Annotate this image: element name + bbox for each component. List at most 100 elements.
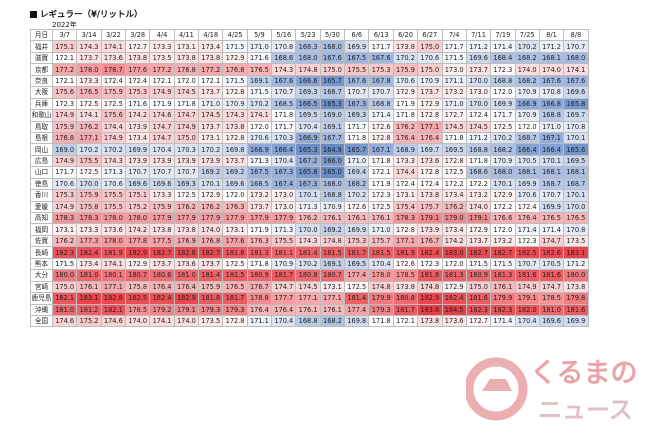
- prefecture-label: 滋賀: [30, 51, 53, 65]
- price-cell: 171.0: [246, 40, 273, 53]
- prefecture-label: 佐賀: [30, 234, 53, 248]
- price-cell: 169.9: [344, 223, 370, 236]
- price-cell: 170.7: [173, 166, 200, 179]
- price-cell: 170.0: [465, 97, 492, 111]
- price-cell: 169.3: [344, 109, 370, 122]
- price-cell: 168.3: [295, 40, 321, 53]
- price-cell: 173.8: [149, 223, 175, 236]
- price-cell: 170.6: [392, 74, 419, 88]
- price-cell: 175.9: [149, 200, 175, 214]
- price-cell: 170.8: [271, 40, 297, 53]
- price-cell: 167.6: [368, 51, 394, 65]
- price-cell: 174.9: [100, 131, 127, 145]
- price-cell: 165.6: [563, 143, 589, 156]
- price-cell: 176.2: [173, 200, 200, 214]
- date-header: 4/4: [149, 28, 175, 42]
- price-cell: 167.1: [368, 143, 394, 156]
- price-cell: 182.4: [441, 292, 467, 305]
- price-cell: 168.6: [271, 51, 297, 65]
- price-cell: 175.8: [76, 200, 102, 214]
- price-cell: 171.4: [490, 40, 516, 53]
- price-cell: 183.1: [76, 292, 102, 305]
- price-cell: 168.1: [514, 166, 540, 179]
- price-cell: 165.3: [319, 97, 346, 111]
- price-cell: 182.7: [465, 246, 492, 259]
- price-cell: 170.5: [538, 257, 565, 271]
- price-cell: 179.8: [563, 292, 589, 305]
- price-cell: 173.4: [441, 189, 467, 202]
- prefecture-label: 岡山: [30, 143, 53, 156]
- price-cell: 170.2: [100, 143, 127, 156]
- price-cell: 172.5: [344, 280, 370, 294]
- date-header: 5/16: [271, 28, 297, 42]
- price-cell: 170.4: [368, 257, 394, 271]
- price-cell: 169.9: [125, 143, 151, 156]
- price-cell: 178.0: [76, 63, 102, 76]
- price-cell: 171.1: [246, 314, 273, 328]
- price-cell: 170.9: [514, 109, 540, 122]
- price-cell: 174.7: [149, 120, 175, 133]
- table-row: 香川 175.3 175.9 175.5 175.1 173.3 172.5 172.9 172…: [30, 189, 589, 202]
- price-cell: 175.2: [125, 200, 151, 214]
- price-cell: 174.5: [465, 120, 492, 133]
- price-cell: 170.7: [538, 189, 565, 202]
- price-cell: 174.0: [465, 200, 492, 214]
- price-cell: 179.9: [490, 292, 516, 305]
- price-cell: 169.6: [149, 177, 175, 191]
- price-cell: 173.8: [417, 189, 443, 202]
- price-cell: 176.3: [222, 200, 248, 214]
- price-cell: 175.7: [417, 200, 443, 214]
- price-cell: 165.0: [319, 166, 346, 179]
- price-cell: 172.1: [149, 74, 175, 88]
- price-cell: 174.4: [392, 166, 419, 179]
- price-cell: 174.8: [368, 280, 394, 294]
- price-cell: 181.6: [563, 303, 589, 316]
- price-cell: 174.3: [76, 40, 102, 53]
- price-cell: 169.6: [538, 314, 565, 328]
- price-cell: 171.9: [149, 97, 175, 111]
- date-header: 8/1: [538, 28, 565, 42]
- price-cell: 172.8: [222, 86, 248, 99]
- price-cell: 181.5: [368, 246, 394, 259]
- price-cell: 172.1: [368, 166, 394, 179]
- date-header: 6/6: [344, 28, 370, 42]
- price-cell: 167.6: [538, 74, 565, 88]
- price-cell: 169.6: [125, 177, 151, 191]
- price-cell: 182.3: [490, 303, 516, 316]
- price-cell: 174.7: [173, 109, 200, 122]
- price-cell: 176.1: [368, 211, 394, 225]
- price-cell: 171.3: [246, 154, 273, 168]
- price-cell: 172.4: [465, 109, 492, 122]
- table-row: 全国 174.6 175.2 174.6 174.0 174.1 174.0 173.5 172…: [30, 314, 589, 328]
- price-cell: 181.3: [441, 269, 467, 282]
- price-cell: 170.2: [514, 40, 540, 53]
- price-cell: 174.1: [100, 40, 127, 53]
- date-header: 3/7: [51, 28, 78, 42]
- price-cell: 173.2: [246, 189, 273, 202]
- price-cell: 177.9: [246, 211, 273, 225]
- price-cell: 182.7: [490, 246, 516, 259]
- price-cell: 170.2: [246, 97, 273, 111]
- date-header: 5/23: [295, 28, 321, 42]
- price-cell: 181.8: [417, 269, 443, 282]
- price-cell: 176.4: [514, 211, 540, 225]
- price-cell: 174.6: [149, 109, 175, 122]
- price-cell: 177.9: [271, 211, 297, 225]
- price-cell: 176.4: [392, 131, 419, 145]
- date-header: 5/30: [319, 28, 346, 42]
- price-cell: 172.9: [392, 86, 419, 99]
- price-cell: 166.8: [538, 97, 565, 111]
- prefecture-label: 香川: [30, 189, 53, 202]
- price-cell: 170.9: [222, 97, 248, 111]
- price-cell: 173.8: [173, 51, 200, 65]
- price-cell: 172.3: [51, 97, 78, 111]
- price-cell: 178.0: [100, 211, 127, 225]
- price-cell: 170.6: [246, 131, 273, 145]
- price-cell: 176.3: [246, 234, 273, 248]
- price-cell: 180.1: [100, 269, 127, 282]
- prefecture-label: 鹿児島: [30, 292, 53, 305]
- prefecture-label: 兵庫: [30, 97, 53, 111]
- price-cell: 172.8: [417, 109, 443, 122]
- price-cell: 171.1: [441, 74, 467, 88]
- price-cell: 175.0: [173, 131, 200, 145]
